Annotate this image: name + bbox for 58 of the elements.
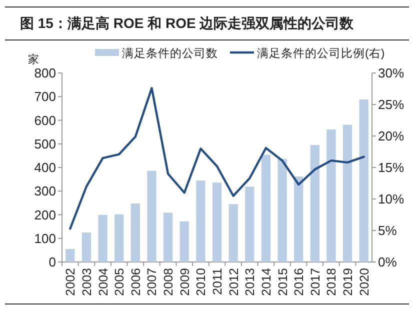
bar [66,249,75,262]
y-tick-label: 400 [34,160,56,175]
x-tick-label: 2005 [112,268,127,296]
y-tick-label: 200 [34,207,56,222]
y2-tick-label: 5% [378,223,398,238]
x-tick-label: 2011 [210,268,224,295]
bar [342,124,352,262]
x-tick-label: 2018 [324,268,339,296]
x-tick-label: 2014 [259,268,274,296]
bar [228,204,238,262]
bar [359,99,368,262]
y-tick-label: 800 [34,66,56,80]
legend-label: 满足条件的公司数 [122,47,218,60]
x-tick-label: 2012 [226,268,241,296]
y-tick-label: 700 [34,89,56,104]
y2-tick-label: 20% [378,128,404,144]
x-tick-label: 2015 [276,268,290,296]
y-tick-label: 600 [34,112,56,128]
y-tick-label: 0 [48,254,56,270]
bar [261,154,271,262]
bar [278,158,287,262]
y-tick-label: 500 [34,136,56,152]
bar [114,214,124,262]
x-tick-label: 2013 [243,268,258,296]
y-tick-label: 300 [34,184,56,199]
x-tick-label: 2004 [96,268,110,296]
bar [326,129,336,262]
y2-tick-label: 30% [378,66,404,80]
x-tick-label: 2016 [292,268,306,296]
bar [130,203,140,262]
bar [147,170,156,262]
x-tick-label: 2020 [357,268,372,296]
bar [180,221,189,262]
y2-tick-label: 15% [378,160,404,175]
x-tick-label: 2006 [128,268,143,296]
bar [310,145,320,262]
y2-tick-label: 25% [378,97,404,112]
x-tick-label: 2010 [194,268,208,296]
chart-title: 图 15：满足高 ROE 和 ROE 边际走强双属性的公司数 [20,15,355,31]
x-tick-label: 2019 [341,268,356,296]
x-tick-label: 2008 [162,268,176,296]
y2-tick-label: 0% [378,254,398,270]
y2-tick-label: 10% [378,192,404,206]
bar [294,176,304,262]
y-tick-label: 100 [34,230,56,246]
y-axis-title: 家 [28,53,39,66]
x-tick-label: 2009 [178,268,192,296]
bar [98,214,108,262]
bar [245,186,254,262]
bar [163,212,173,262]
x-tick-label: 2003 [80,268,94,296]
legend-label: 满足条件的公司比例(右) [257,47,385,60]
x-tick-label: 2007 [145,268,160,296]
x-tick-label: 2002 [64,268,78,296]
bar [212,182,222,262]
bar [82,232,92,262]
x-tick-label: 2017 [308,268,322,296]
bar [196,180,206,262]
